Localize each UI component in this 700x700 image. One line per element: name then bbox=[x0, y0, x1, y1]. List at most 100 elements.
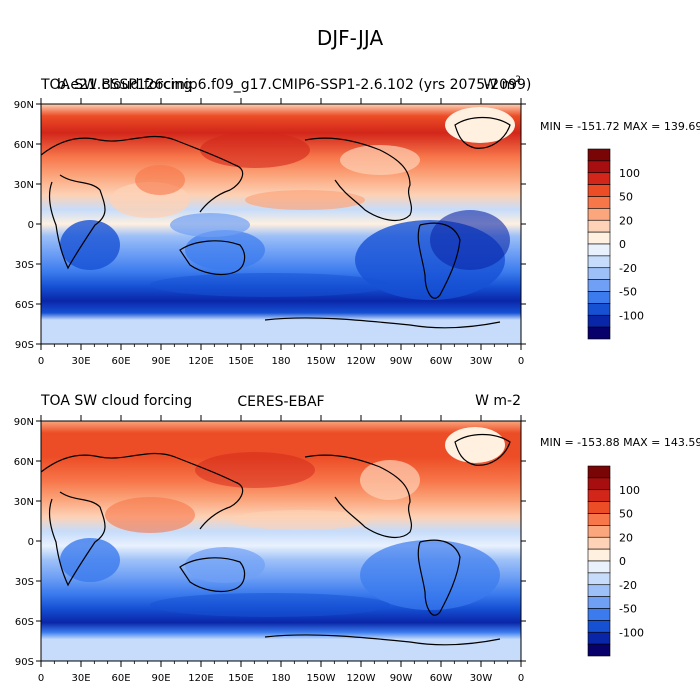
colorbar-label: -50 bbox=[619, 286, 637, 299]
colorbar-swatch bbox=[587, 267, 611, 280]
colorbar-swatch bbox=[587, 219, 611, 233]
figure-title: DJF-JJA bbox=[317, 26, 384, 50]
lon-tick-label: 150E bbox=[228, 673, 253, 684]
lat-axis: 90N 60N 30N 0 30S 60S 90S bbox=[14, 417, 526, 668]
lon-tick-label: 0 bbox=[38, 673, 44, 684]
lon-tick-label: 60W bbox=[430, 673, 453, 684]
lat-axis: 90N 60N 30N 0 30S 60S 90S bbox=[14, 100, 526, 351]
lon-tick-label: 120E bbox=[188, 673, 213, 684]
colorbar-swatch bbox=[587, 314, 611, 328]
panel-right-title-text: W m bbox=[483, 77, 515, 93]
colorbar-swatch bbox=[587, 243, 611, 257]
colorbar-label: 20 bbox=[619, 214, 633, 227]
colorbar-label: 20 bbox=[619, 531, 633, 544]
colorbar-label: -100 bbox=[619, 309, 644, 322]
panel-left-title: TOA SW cloud forcing bbox=[40, 77, 192, 93]
colorbar-swatch bbox=[587, 620, 611, 633]
panel-overlap-title: b.e21.BSSP126cmip6.f09_g17.CMIP6-SSP1-2.… bbox=[57, 77, 531, 93]
lat-tick-label: 0 bbox=[28, 537, 34, 548]
panel-right-title: W m-2 bbox=[475, 393, 521, 409]
lon-tick-label: 60E bbox=[111, 356, 130, 367]
colorbar-label: -100 bbox=[619, 626, 644, 639]
lat-tick-label: 60N bbox=[14, 457, 34, 468]
map-panel-model: TOA SW cloud forcing b.e21.BSSP126cmip6.… bbox=[14, 75, 700, 367]
lon-tick-label: 150W bbox=[307, 673, 336, 684]
colorbar-label: 0 bbox=[619, 555, 626, 568]
lon-tick-label: 30W bbox=[470, 356, 493, 367]
colorbar-swatch bbox=[587, 525, 611, 538]
colorbar-swatch bbox=[587, 160, 611, 174]
colorbar-label: 50 bbox=[619, 508, 633, 521]
coastlines bbox=[41, 116, 511, 329]
lat-tick-label: 30S bbox=[15, 577, 34, 588]
colorbar-label: -20 bbox=[619, 579, 637, 592]
lat-tick-label: 60S bbox=[15, 300, 34, 311]
lon-tick-label: 90E bbox=[151, 673, 170, 684]
colorbar-label: 100 bbox=[619, 167, 640, 180]
lon-tick-label: 0 bbox=[518, 356, 524, 367]
stats-text: MIN = -151.72 MAX = 139.69 bbox=[540, 120, 700, 133]
colorbar-swatch bbox=[587, 465, 611, 479]
lon-tick-label: 30E bbox=[71, 673, 90, 684]
colorbar-swatch bbox=[587, 231, 611, 245]
colorbar-swatch bbox=[587, 196, 611, 209]
lon-tick-label: 150W bbox=[307, 356, 336, 367]
coastlines bbox=[41, 433, 511, 646]
lat-tick-label: 0 bbox=[28, 220, 34, 231]
colorbar-swatch bbox=[587, 291, 611, 304]
colorbar-label: 100 bbox=[619, 484, 640, 497]
lon-tick-label: 180 bbox=[271, 673, 290, 684]
colorbar-swatch bbox=[587, 148, 611, 162]
lat-tick-label: 30N bbox=[14, 497, 34, 508]
lon-axis: 0 30E 60E 90E 120E 150E 180 150W 120W 90W 60W 30W 0 bbox=[38, 415, 524, 684]
lat-tick-label: 60N bbox=[14, 140, 34, 151]
colorbar: 100 50 20 0 -20 -50 -100 bbox=[587, 465, 644, 657]
lat-tick-label: 60S bbox=[15, 617, 34, 628]
colorbar-label: -20 bbox=[619, 262, 637, 275]
colorbar-swatch bbox=[587, 596, 611, 609]
lon-tick-label: 30E bbox=[71, 356, 90, 367]
colorbar-label: 50 bbox=[619, 191, 633, 204]
lon-tick-label: 90E bbox=[151, 356, 170, 367]
lon-tick-label: 30W bbox=[470, 673, 493, 684]
colorbar-swatch bbox=[587, 184, 611, 197]
lon-tick-label: 120E bbox=[188, 356, 213, 367]
colorbar-swatch bbox=[587, 548, 611, 562]
map-field bbox=[41, 421, 521, 661]
panel-left-title: TOA SW cloud forcing bbox=[40, 393, 192, 409]
stats-text: MIN = -153.88 MAX = 143.59 bbox=[540, 436, 700, 449]
colorbar-swatch bbox=[587, 255, 611, 269]
map-field bbox=[41, 104, 521, 344]
lon-axis: 0 30E 60E 90E 120E 150E 180 150W 120W 90W 60W 30W 0 bbox=[38, 98, 524, 367]
panel-right-title-sup: 2 bbox=[515, 75, 521, 85]
lat-tick-label: 90N bbox=[14, 417, 34, 428]
panel-right-title: W m2 bbox=[483, 75, 521, 93]
colorbar-swatch bbox=[587, 584, 611, 597]
lon-tick-label: 0 bbox=[518, 673, 524, 684]
panel-center-title: CERES-EBAF bbox=[237, 394, 324, 410]
colorbar-label: -50 bbox=[619, 603, 637, 616]
lat-tick-label: 30S bbox=[15, 260, 34, 271]
colorbar-label: 0 bbox=[619, 238, 626, 251]
colorbar-swatch bbox=[587, 631, 611, 645]
colorbar-swatch bbox=[587, 279, 611, 292]
colorbar-swatch bbox=[587, 643, 611, 657]
lat-tick-label: 90S bbox=[15, 340, 34, 351]
lat-tick-label: 90N bbox=[14, 100, 34, 111]
colorbar-swatch bbox=[587, 501, 611, 514]
lon-tick-label: 180 bbox=[271, 356, 290, 367]
lat-tick-label: 90S bbox=[15, 657, 34, 668]
lon-tick-label: 150E bbox=[228, 356, 253, 367]
lat-tick-label: 30N bbox=[14, 180, 34, 191]
colorbar-swatch bbox=[587, 477, 611, 491]
colorbar-swatch bbox=[587, 572, 611, 586]
map-panel-observations: TOA SW cloud forcing CERES-EBAF W m-2 MI… bbox=[14, 393, 700, 684]
lon-tick-label: 90W bbox=[390, 356, 413, 367]
colorbar-swatch bbox=[587, 489, 611, 502]
colorbar-swatch bbox=[587, 303, 611, 316]
lon-tick-label: 60W bbox=[430, 356, 453, 367]
colorbar-swatch bbox=[587, 208, 611, 221]
colorbar-swatch bbox=[587, 172, 611, 185]
colorbar-swatch bbox=[587, 560, 611, 574]
